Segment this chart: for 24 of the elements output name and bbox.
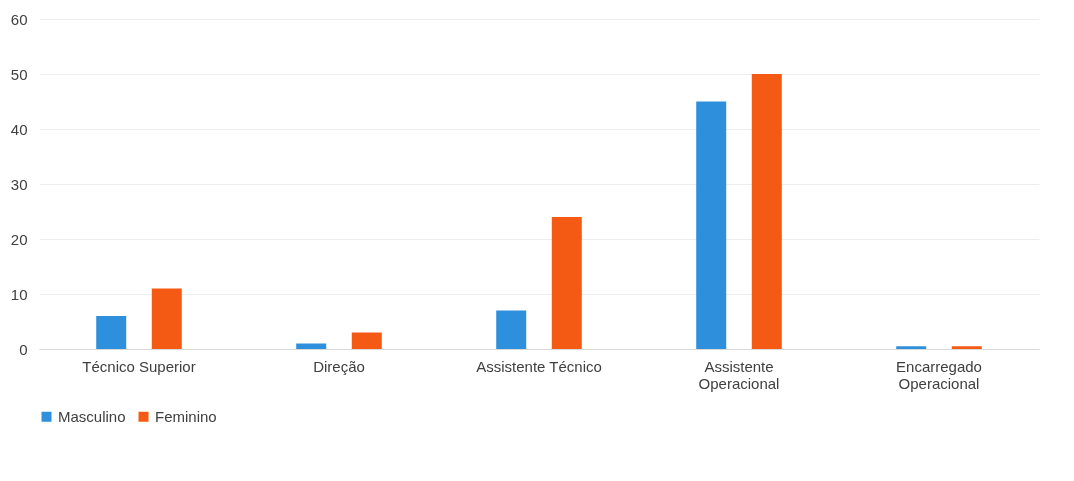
bar bbox=[296, 343, 327, 349]
x-tick-label: Assistente Operacional bbox=[698, 357, 780, 392]
y-tick-label: 10 bbox=[10, 285, 28, 303]
x-tick-label: Encarregado Operacional bbox=[896, 357, 982, 392]
y-tick-label: 20 bbox=[10, 230, 28, 248]
bar bbox=[351, 332, 382, 349]
y-tick-label: 40 bbox=[10, 120, 28, 138]
legend-label: Feminino bbox=[155, 407, 217, 425]
bar bbox=[696, 101, 727, 349]
bar bbox=[96, 316, 127, 349]
x-tick-label: Assistente Técnico bbox=[476, 357, 602, 375]
bar bbox=[751, 74, 782, 349]
y-tick-label: 60 bbox=[10, 10, 28, 28]
bar bbox=[951, 346, 982, 349]
bar bbox=[896, 346, 927, 349]
x-tick-label: Técnico Superior bbox=[82, 357, 196, 375]
bar bbox=[151, 288, 182, 349]
bar bbox=[551, 217, 582, 349]
y-tick-label: 30 bbox=[10, 175, 28, 193]
y-tick-label: 0 bbox=[19, 340, 28, 358]
y-tick-label: 50 bbox=[10, 65, 28, 83]
legend-label: Masculino bbox=[58, 407, 126, 425]
bar bbox=[496, 310, 527, 349]
x-tick-label: Direção bbox=[313, 357, 365, 375]
